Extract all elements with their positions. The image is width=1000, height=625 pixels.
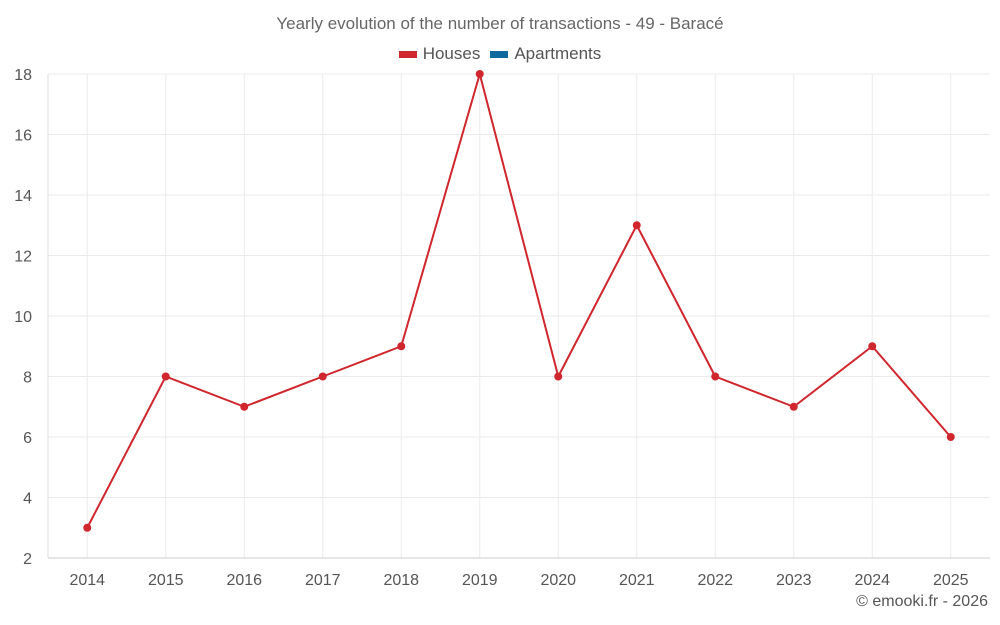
x-tick-label: 2018 xyxy=(383,572,419,589)
x-tick-label: 2015 xyxy=(148,572,184,589)
x-tick-label: 2016 xyxy=(226,572,262,589)
legend-swatch-apartments xyxy=(490,50,509,58)
legend-label-houses: Houses xyxy=(422,44,481,63)
y-tick-label: 2 xyxy=(23,551,32,568)
data-point-houses xyxy=(475,70,484,78)
y-tick-label: 14 xyxy=(14,188,32,205)
data-point-houses xyxy=(83,523,92,532)
data-point-houses xyxy=(318,372,327,381)
data-point-houses xyxy=(554,372,563,381)
series-line-houses xyxy=(86,73,952,529)
data-point-houses xyxy=(161,372,170,381)
data-point-houses xyxy=(632,221,641,230)
chart-legend: Houses Apartments xyxy=(0,44,1000,64)
x-tick-label: 2017 xyxy=(305,572,341,589)
y-tick-label: 4 xyxy=(23,491,32,508)
y-tick-label: 10 xyxy=(14,309,32,326)
x-tick-label: 2021 xyxy=(619,572,655,589)
credit-text: © emooki.fr - 2026 xyxy=(856,593,988,610)
data-point-houses xyxy=(711,372,720,381)
x-tick-label: 2020 xyxy=(540,572,576,589)
y-tick-label: 8 xyxy=(23,370,32,387)
data-point-houses xyxy=(946,433,955,441)
y-tick-label: 6 xyxy=(23,430,32,447)
legend-label-apartments: Apartments xyxy=(514,44,602,63)
data-point-houses xyxy=(397,342,406,351)
x-tick-label: 2025 xyxy=(933,572,969,589)
x-tick-label: 2023 xyxy=(776,572,812,589)
legend-item-apartments[interactable]: Apartments xyxy=(490,44,601,64)
chart-title: Yearly evolution of the number of transa… xyxy=(276,14,724,33)
data-point-houses xyxy=(789,402,798,411)
y-tick-label: 18 xyxy=(14,67,32,84)
x-tick-label: 2022 xyxy=(697,572,733,589)
x-tick-label: 2019 xyxy=(462,572,498,589)
legend-swatch-houses xyxy=(398,50,417,58)
legend-item-houses[interactable]: Houses xyxy=(398,44,481,64)
data-point-houses xyxy=(868,342,877,351)
x-tick-label: 2014 xyxy=(69,572,105,589)
y-tick-label: 16 xyxy=(14,128,32,145)
x-tick-label: 2024 xyxy=(854,572,890,589)
data-point-houses xyxy=(240,402,249,411)
y-tick-label: 12 xyxy=(14,249,32,266)
